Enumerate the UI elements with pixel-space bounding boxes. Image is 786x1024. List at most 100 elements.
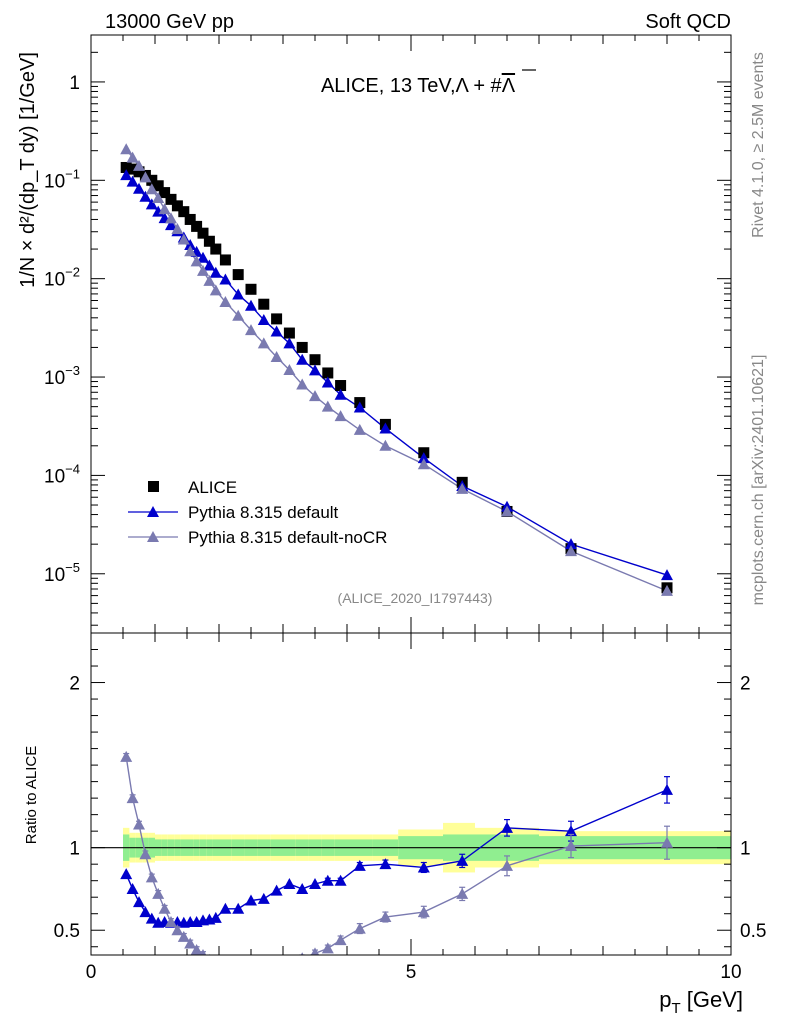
ratio-point-default — [334, 874, 347, 886]
ratio-point-nocr — [126, 792, 139, 804]
main-ytick-label: 10−1 — [44, 166, 80, 192]
data-point-nocr — [309, 390, 321, 402]
ratio-point-nocr — [152, 887, 165, 899]
ratio-point-nocr — [379, 911, 392, 923]
ratio-point-default — [283, 877, 296, 889]
ratio-point-default — [353, 859, 366, 871]
data-point-nocr — [417, 458, 430, 470]
data-point-alice — [171, 200, 183, 212]
data-point-nocr — [177, 233, 190, 245]
legend-marker-nocr — [147, 531, 159, 542]
data-point-default — [283, 337, 296, 349]
data-point-nocr — [501, 505, 513, 517]
ratio-point-nocr — [139, 848, 152, 860]
ylabel-text: 1/N × d²/(dp_T dy) [1/GeV] — [17, 52, 39, 288]
ratio-xtick-label: 5 — [406, 962, 417, 983]
data-point-nocr — [133, 159, 145, 171]
title-part-lambda: Λ — [456, 75, 470, 97]
data-point-nocr — [139, 171, 152, 183]
ratio-xtick-label: 10 — [720, 962, 741, 983]
ratio-point-nocr — [199, 949, 207, 955]
ratio-point-default — [209, 911, 222, 923]
ratio-point-nocr — [210, 957, 222, 968]
data-point-nocr — [126, 151, 139, 163]
data-point-alice — [165, 193, 177, 205]
ratio-xlabel: pT [GeV] — [659, 987, 743, 1017]
data-point-default — [257, 314, 270, 326]
ratio-point-nocr — [158, 902, 171, 914]
ratio-ytick-label-left: 0.5 — [54, 921, 80, 942]
data-point-default — [379, 422, 392, 434]
xlabel-sub-t: T — [671, 1000, 680, 1017]
data-point-nocr — [270, 350, 283, 362]
data-point-nocr — [197, 264, 209, 276]
ratio-point-nocr — [232, 964, 244, 975]
series-line-2 — [125, 148, 668, 592]
ratio-point-nocr — [271, 961, 283, 972]
data-point-alice — [296, 341, 308, 353]
watermark-label: (ALICE_2020_I1797443) — [338, 590, 493, 606]
main-chart-title: ALICE, 13 TeV,Λ + #Λ — [321, 75, 516, 97]
data-point-nocr — [334, 410, 347, 422]
data-point-nocr — [145, 183, 158, 195]
title-part-1: ALICE, 13 TeV, — [321, 75, 456, 97]
ratio-series-layer — [120, 750, 673, 977]
data-point-default — [417, 452, 430, 464]
data-point-alice — [120, 161, 132, 173]
data-point-default — [184, 238, 197, 250]
data-point-default — [309, 364, 321, 376]
data-point-alice — [309, 354, 321, 366]
ratio-xtick-label: 0 — [86, 962, 97, 983]
data-point-nocr — [245, 324, 257, 336]
ratio-point-nocr — [300, 952, 304, 955]
ratio-point-nocr — [245, 966, 257, 977]
ratio-ytick-label-right: 1 — [740, 839, 751, 860]
main-series-layer — [120, 143, 673, 596]
data-point-alice — [335, 380, 347, 392]
main-ytick-label: 10−5 — [44, 560, 80, 586]
data-point-nocr — [190, 255, 203, 267]
main-axis-ticks: 10−5 10−4 10−3 10−2 10−1 1 — [44, 34, 732, 633]
ratio-ytick-label-left: 1 — [69, 839, 80, 860]
title-part-2: + # — [468, 75, 503, 97]
data-point-default — [139, 190, 152, 202]
data-point-nocr — [257, 337, 270, 349]
data-point-alice — [184, 213, 196, 225]
ratio-point-default — [126, 882, 139, 894]
ratio-point-default — [661, 783, 673, 795]
ratio-ylabel: Ratio to ALICE — [23, 746, 40, 844]
data-point-alice — [159, 187, 171, 199]
legend: ALICE Pythia 8.315 default Pythia 8.315 … — [128, 478, 387, 547]
legend-marker-default — [147, 506, 159, 517]
legend-label-default: Pythia 8.315 default — [188, 503, 339, 522]
data-point-nocr — [184, 245, 197, 257]
ratio-point-default — [379, 858, 392, 870]
main-ytick-label: 10−4 — [44, 461, 80, 487]
ratio-point-default — [296, 882, 309, 894]
data-point-alice — [271, 313, 283, 325]
data-point-nocr — [152, 192, 165, 204]
ratio-point-default — [139, 906, 152, 918]
ratio-ytick-label-right: 2 — [740, 674, 751, 695]
data-point-alice — [152, 180, 164, 192]
ratio-point-default — [501, 821, 513, 833]
xlabel-unit: [GeV] — [681, 987, 743, 1012]
data-point-alice — [197, 227, 209, 239]
ratio-ytick-label-left: 2 — [69, 674, 80, 695]
data-point-default — [120, 169, 133, 181]
title-part-antilambda: Λ — [502, 75, 516, 97]
data-point-default — [296, 353, 309, 365]
data-point-default — [203, 259, 216, 271]
data-point-alice — [178, 206, 190, 218]
ratio-point-default — [232, 902, 245, 914]
ratio-point-default — [245, 894, 257, 906]
ratio-point-nocr — [321, 942, 334, 954]
ratio-point-nocr — [310, 947, 320, 955]
data-point-default — [219, 273, 232, 285]
ratio-plot-frame — [90, 632, 732, 956]
data-point-default — [165, 219, 177, 231]
ratio-point-nocr — [219, 961, 231, 972]
ratio-point-nocr — [165, 915, 177, 927]
ratio-point-default — [219, 902, 232, 914]
